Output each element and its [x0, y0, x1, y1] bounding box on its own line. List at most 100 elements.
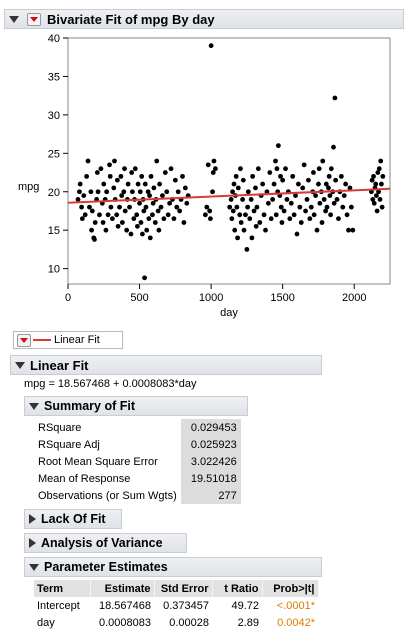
x-tick-label: 1500 [270, 292, 294, 304]
data-point [207, 216, 213, 222]
x-tick-label: 1000 [199, 292, 223, 304]
data-point [260, 181, 266, 187]
analysis-of-variance-header[interactable]: Analysis of Variance [24, 533, 187, 553]
expand-triangle-icon[interactable] [29, 514, 36, 524]
data-point [334, 197, 340, 202]
stat-value: 19.51018 [180, 470, 241, 487]
data-point [82, 212, 88, 218]
data-point [84, 173, 90, 179]
data-point [180, 173, 185, 179]
data-point [263, 227, 268, 233]
data-point [275, 143, 281, 149]
data-point [207, 208, 213, 214]
data-point [316, 166, 322, 172]
stat-label: RSquare [34, 419, 181, 436]
data-point [244, 247, 250, 252]
y-tick-label: 40 [48, 33, 60, 45]
data-point [204, 204, 210, 210]
data-point [174, 204, 180, 210]
lack-of-fit-title: Lack Of Fit [41, 512, 106, 526]
stat-value: 3.022426 [180, 453, 241, 470]
collapse-triangle-icon[interactable] [9, 15, 19, 23]
cell-term: day [37, 616, 55, 629]
data-point [254, 204, 260, 210]
data-point [308, 204, 314, 210]
data-point [92, 220, 98, 225]
cell-term: Intercept [37, 599, 80, 612]
lack-of-fit-header[interactable]: Lack Of Fit [24, 509, 122, 529]
data-point [251, 208, 257, 214]
table-row: RSquare 0.029453 [34, 419, 241, 436]
data-point [103, 227, 109, 233]
collapse-triangle-icon[interactable] [29, 563, 39, 571]
data-point [328, 166, 334, 172]
stat-label: Mean of Response [34, 470, 181, 487]
data-point [370, 197, 376, 202]
data-point [264, 189, 270, 195]
data-point [323, 181, 329, 187]
data-point [105, 212, 111, 218]
data-point [313, 193, 318, 198]
data-point [92, 237, 97, 242]
data-point [164, 189, 170, 195]
data-point [87, 204, 92, 210]
data-point [231, 181, 237, 187]
summary-of-fit-header[interactable]: Summary of Fit [24, 396, 248, 416]
y-tick-label: 30 [48, 110, 60, 122]
data-point [114, 212, 120, 218]
table-row: day 0.0008083 0.00028 2.89 0.0042* [34, 614, 318, 631]
data-point [294, 231, 300, 237]
stat-value: 0.029453 [180, 419, 241, 436]
x-tick-label: 2000 [342, 292, 366, 304]
data-point [379, 204, 385, 210]
data-point [205, 162, 211, 168]
data-point [152, 220, 158, 225]
data-point [320, 158, 326, 164]
data-point [77, 189, 82, 195]
data-point [253, 185, 258, 191]
data-point [340, 204, 346, 210]
legend-label: Linear Fit [54, 334, 100, 346]
bivariate-fit-header[interactable]: Bivariate Fit of mpg By day [4, 9, 404, 29]
legend-menu-icon[interactable] [17, 333, 31, 347]
data-point [287, 216, 293, 222]
linear-fit-title: Linear Fit [30, 357, 89, 373]
collapse-triangle-icon[interactable] [29, 402, 39, 410]
data-point [88, 189, 94, 195]
fit-equation: mpg = 18.567468 + 0.0008083*day [24, 378, 197, 390]
linear-fit-header[interactable]: Linear Fit [10, 355, 322, 375]
data-point [281, 208, 287, 214]
data-point [378, 158, 384, 164]
legend-linear-fit[interactable]: Linear Fit [13, 331, 123, 349]
data-point [100, 220, 106, 225]
data-point [89, 208, 95, 214]
data-point [265, 200, 271, 206]
data-point [160, 193, 165, 198]
data-point [328, 212, 334, 218]
parameter-estimates-header[interactable]: Parameter Estimates [24, 557, 322, 577]
red-triangle-menu-icon[interactable] [27, 12, 41, 26]
data-point [168, 166, 174, 172]
data-point [167, 200, 173, 206]
expand-triangle-icon[interactable] [29, 538, 36, 548]
cell-t-ratio: 2.89 [237, 616, 259, 629]
data-point [373, 181, 379, 187]
data-point [161, 216, 167, 222]
cell-std-error: 0.373457 [163, 599, 209, 612]
data-point [346, 227, 351, 233]
data-point [154, 158, 160, 164]
data-point [296, 181, 301, 187]
data-point [306, 177, 311, 183]
collapse-triangle-icon[interactable] [15, 361, 25, 369]
data-point [270, 197, 276, 202]
data-point [257, 220, 263, 225]
stat-value: 277 [180, 487, 241, 504]
data-point [142, 275, 147, 281]
data-point [184, 200, 190, 206]
data-point [230, 189, 235, 195]
data-point [150, 212, 155, 218]
data-point [332, 95, 338, 101]
data-point [323, 208, 328, 214]
data-point [347, 185, 353, 191]
data-point [181, 220, 187, 225]
